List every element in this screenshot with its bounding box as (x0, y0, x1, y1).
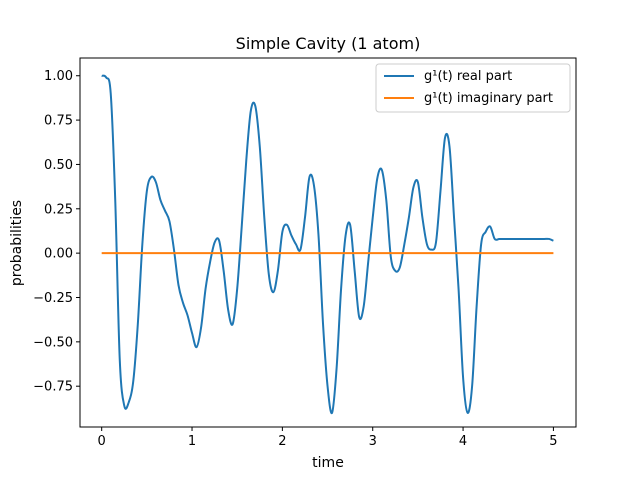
x-tick-label: 3 (369, 434, 377, 449)
y-tick-label: −0.50 (33, 335, 73, 350)
series-line-0 (101, 74, 554, 415)
y-tick-label: −0.25 (33, 291, 73, 306)
y-tick-label: 1.00 (44, 69, 73, 84)
x-tick-label: 4 (459, 434, 467, 449)
legend-box (375, 63, 571, 113)
y-tick-label: 0.75 (44, 114, 73, 129)
y-tick-label: 0.50 (44, 158, 73, 173)
legend-label-real: g¹(t) real part (424, 69, 512, 84)
x-tick-label: 2 (278, 434, 286, 449)
x-tick-label: 0 (98, 434, 106, 449)
x-tick-label: 5 (549, 434, 557, 449)
y-axis-ticks: −0.75 −0.50 −0.25 0.00 0.25 0.50 0.75 1.00 (33, 69, 80, 395)
y-tick-label: −0.75 (33, 380, 73, 395)
chart-title: Simple Cavity (1 atom) (236, 34, 421, 53)
x-axis-label: time (312, 455, 344, 471)
plot-area (101, 74, 554, 415)
y-axis-label: probabilities (9, 200, 25, 286)
y-tick-label: 0.25 (44, 202, 73, 217)
y-tick-label: 0.00 (44, 247, 73, 262)
legend-label-imaginary: g¹(t) imaginary part (424, 91, 553, 106)
axes-frame (79, 57, 577, 428)
x-tick-label: 1 (188, 434, 196, 449)
x-axis-ticks: 0 1 2 3 4 5 (98, 427, 558, 449)
legend: g¹(t) real part g¹(t) imaginary part (375, 63, 571, 113)
